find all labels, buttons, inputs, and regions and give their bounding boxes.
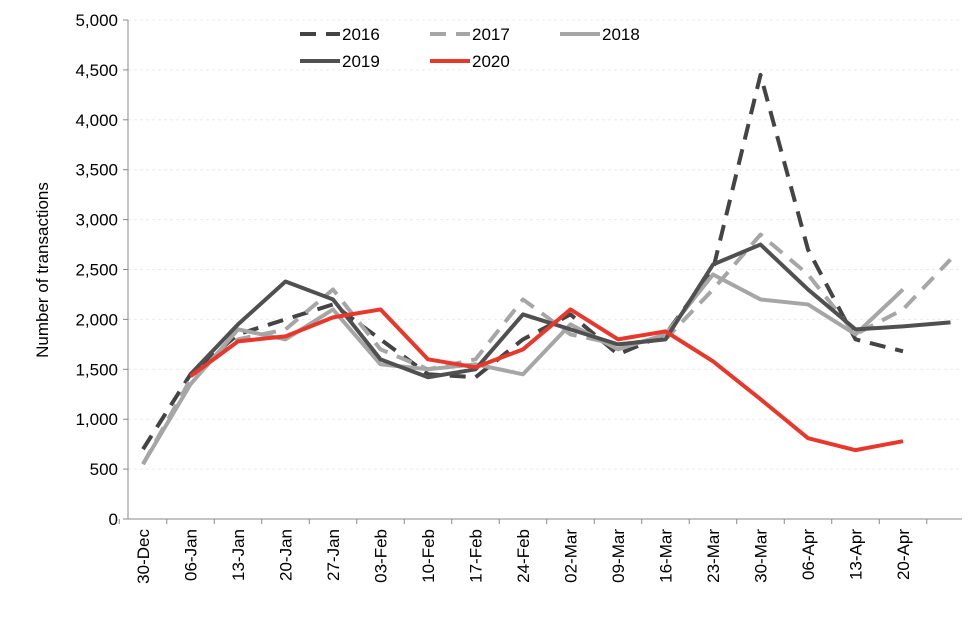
y-tick-label: 3,500 — [75, 161, 118, 180]
legend-label: 2016 — [342, 25, 380, 44]
x-tick-label: 13-Jan — [229, 529, 248, 581]
series-line — [141, 232, 952, 466]
series-line — [189, 242, 951, 380]
x-tick-label: 27-Jan — [324, 529, 343, 581]
series-line — [189, 307, 904, 453]
y-axis-label: Number of transactions — [33, 182, 52, 358]
y-tick-label: 0 — [109, 510, 118, 529]
legend-label: 2018 — [602, 25, 640, 44]
series-line — [141, 72, 904, 451]
y-tick-label: 3,000 — [75, 211, 118, 230]
y-tick-label: 1,500 — [75, 360, 118, 379]
y-tick-label: 2,500 — [75, 261, 118, 280]
x-tick-label: 30-Dec — [134, 529, 153, 584]
x-tick-label: 03-Feb — [372, 529, 391, 583]
y-tick-label: 2,000 — [75, 310, 118, 329]
y-tick-label: 4,000 — [75, 111, 118, 130]
legend-label: 2019 — [342, 52, 380, 71]
x-tick-label: 16-Mar — [657, 529, 676, 583]
x-tick-label: 02-Mar — [562, 529, 581, 583]
legend-label: 2017 — [472, 25, 510, 44]
x-tick-label: 17-Feb — [467, 529, 486, 583]
x-tick-label: 20-Apr — [894, 529, 913, 580]
legend-label: 2020 — [472, 52, 510, 71]
x-tick-label: 09-Mar — [609, 529, 628, 583]
x-tick-label: 06-Jan — [182, 529, 201, 581]
x-tick-label: 20-Jan — [277, 529, 296, 581]
x-tick-label: 30-Mar — [752, 529, 771, 583]
y-tick-label: 500 — [90, 460, 118, 479]
x-tick-label: 23-Mar — [704, 529, 723, 583]
x-tick-label: 24-Feb — [514, 529, 533, 583]
x-tick-label: 06-Apr — [799, 529, 818, 580]
y-tick-label: 5,000 — [75, 11, 118, 30]
x-tick-label: 10-Feb — [419, 529, 438, 583]
y-tick-label: 4,500 — [75, 61, 118, 80]
y-tick-label: 1,000 — [75, 410, 118, 429]
x-tick-label: 13-Apr — [847, 529, 866, 580]
